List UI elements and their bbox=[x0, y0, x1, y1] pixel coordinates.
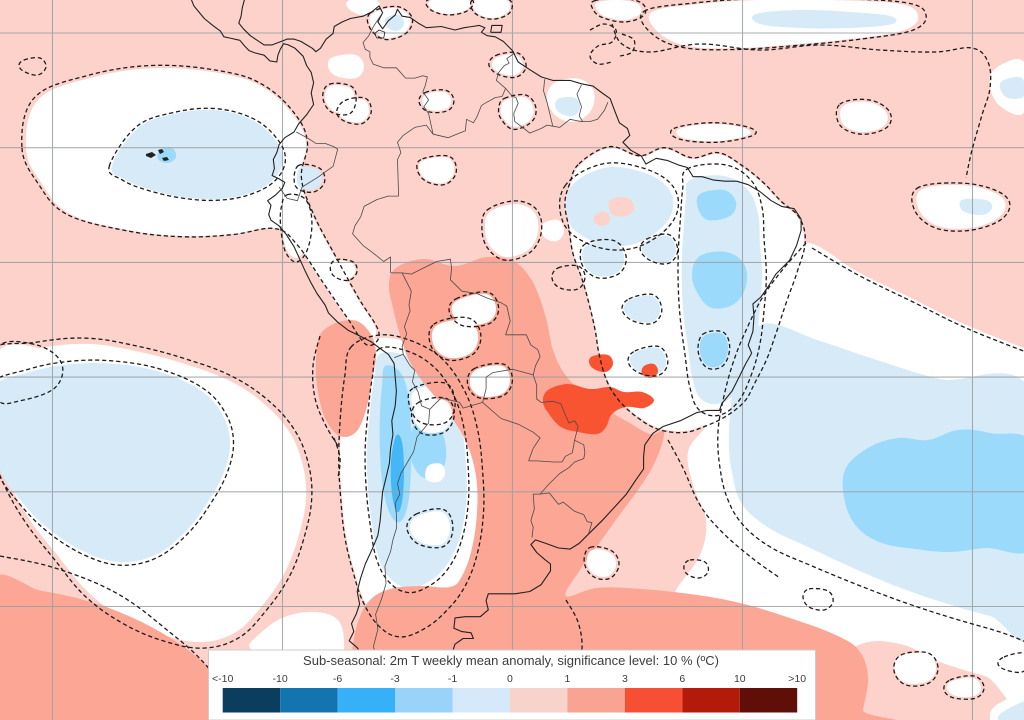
svg-text:Sub-seasonal: 2m T weekly mean: Sub-seasonal: 2m T weekly mean anomaly, … bbox=[303, 653, 719, 668]
svg-text:1: 1 bbox=[564, 673, 570, 685]
svg-text:6: 6 bbox=[679, 673, 685, 685]
svg-text:-1: -1 bbox=[448, 673, 457, 685]
svg-text:0: 0 bbox=[507, 673, 513, 685]
svg-text:-10: -10 bbox=[273, 673, 288, 685]
svg-text:-3: -3 bbox=[390, 673, 399, 685]
svg-text:10: 10 bbox=[734, 673, 746, 685]
svg-text:<-10: <-10 bbox=[212, 673, 233, 685]
svg-text:3: 3 bbox=[622, 673, 628, 685]
svg-text:>10: >10 bbox=[788, 673, 806, 685]
svg-text:-6: -6 bbox=[333, 673, 342, 685]
